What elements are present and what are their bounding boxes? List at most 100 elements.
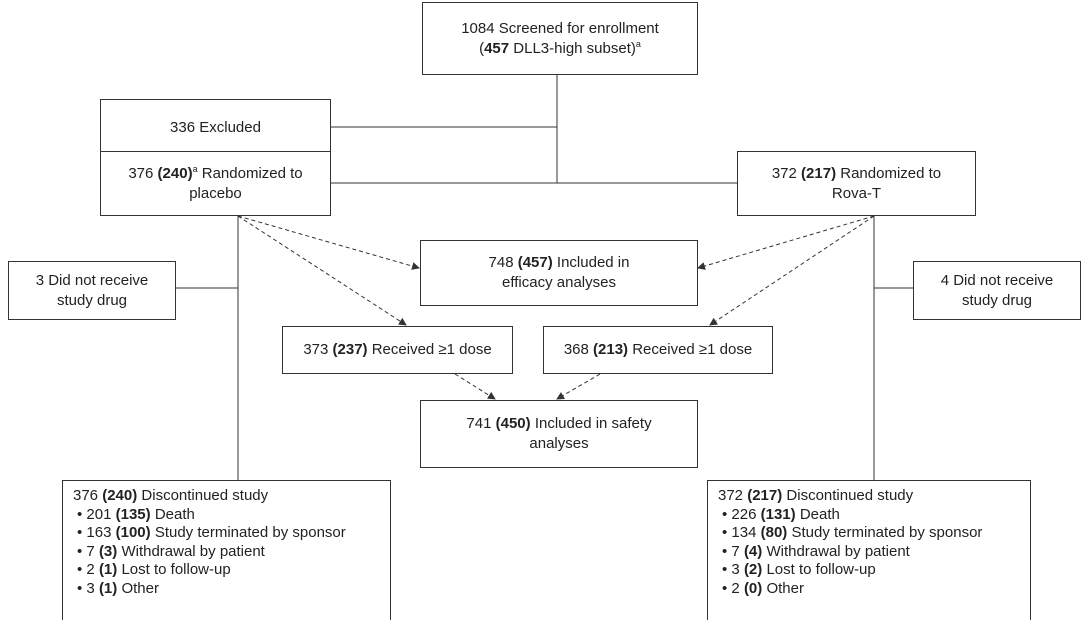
placebo-box: 376 (240)a Randomized to placebo	[100, 151, 331, 216]
box-text: Death	[150, 505, 195, 523]
box-text: • 3	[77, 579, 99, 597]
box-text: • 2	[722, 579, 744, 597]
box-text-bold: (0)	[743, 579, 763, 597]
box-text: 376	[73, 487, 103, 504]
no-drug-placebo-box: 3 Did not receive study drug	[8, 261, 176, 320]
box-text: 4 Did not receive	[940, 271, 1054, 289]
dose-placebo-box: 373 (237) Received ≥1 dose	[282, 326, 513, 374]
box-text-bold: (217)	[747, 487, 783, 504]
discontinued-rova-box: 372 (217) Discontinued study • 226 (131) …	[707, 480, 1031, 620]
dashed-arrow	[454, 373, 496, 400]
list-item: • 7 (3) Withdrawal by patient	[73, 543, 265, 562]
box-text: 1084 Screened for enrollment	[461, 19, 659, 37]
list-item: • 163 (100) Study terminated by sponsor	[73, 524, 346, 543]
box-text-bold: (240)	[102, 487, 138, 504]
box-text: Discontinued study	[137, 487, 269, 504]
box-text: (	[479, 39, 485, 57]
box-text: Other	[762, 579, 804, 597]
box-text-bold: (457)	[517, 254, 553, 271]
box-text: Study terminated by sponsor	[787, 524, 983, 541]
box-text: • 163	[77, 524, 116, 541]
dashed-arrow	[697, 215, 875, 270]
excluded-box: 336 Excluded	[100, 99, 331, 156]
screened-box: 1084 Screened for enrollment (457 DLL3-h…	[422, 2, 698, 75]
box-text: 372	[771, 164, 802, 182]
box-text: placebo	[189, 184, 242, 202]
box-text-bold: (4)	[743, 542, 763, 560]
box-text: Randomized to	[836, 164, 942, 182]
box-text: 368	[563, 341, 594, 358]
box-text: 372	[718, 487, 748, 504]
list-item: • 3 (1) Other	[73, 580, 159, 599]
no-drug-rova-box: 4 Did not receive study drug	[913, 261, 1081, 320]
box-text: Lost to follow-up	[117, 561, 231, 578]
box-text-bold: (237)	[332, 341, 368, 358]
discontinued-placebo-box: 376 (240) Discontinued study • 201 (135) …	[62, 480, 391, 620]
box-text: • 7	[722, 542, 744, 560]
list-item: • 2 (1) Lost to follow-up	[73, 561, 231, 580]
box-text-bold: (3)	[98, 542, 118, 560]
box-text: study drug	[961, 291, 1033, 309]
box-text-bold: (450)	[495, 415, 531, 432]
list-item: • 3 (2) Lost to follow-up	[718, 561, 876, 580]
box-text: 336 Excluded	[170, 118, 261, 136]
box-text: Death	[795, 505, 840, 523]
box-text-bold: (1)	[98, 561, 118, 578]
box-text-bold: (217)	[801, 164, 837, 182]
box-text-bold: (131)	[760, 505, 796, 523]
box-text: • 3	[722, 561, 744, 578]
box-text: Study terminated by sponsor	[150, 524, 346, 541]
box-text-bold: (2)	[743, 561, 763, 578]
efficacy-box: 748 (457) Included in efficacy analyses	[420, 240, 698, 306]
dashed-arrow	[237, 215, 420, 270]
box-text: • 134	[722, 524, 761, 541]
box-text-bold: (100)	[115, 524, 151, 541]
box-text: Withdrawal by patient	[117, 542, 265, 560]
box-text-bold: (135)	[115, 505, 151, 523]
dashed-arrow	[237, 215, 407, 326]
box-text: 3 Did not receive	[35, 271, 149, 289]
rova-box: 372 (217) Randomized to Rova-T	[737, 151, 976, 216]
box-text: • 201	[77, 505, 116, 523]
box-text: 741	[466, 415, 496, 432]
box-text-bold: (240)	[157, 164, 193, 182]
box-text: Other	[117, 579, 159, 597]
list-header: 376 (240) Discontinued study	[73, 487, 268, 506]
safety-box: 741 (450) Included in safety analyses	[420, 400, 698, 468]
box-text: • 7	[77, 542, 99, 560]
list-item: • 201 (135) Death	[73, 506, 195, 525]
box-text-bold: (213)	[593, 341, 629, 358]
box-text: 373	[303, 341, 333, 358]
box-text: • 2	[77, 561, 99, 578]
box-text: Received ≥1 dose	[628, 341, 753, 358]
dose-rova-box: 368 (213) Received ≥1 dose	[543, 326, 773, 374]
box-text: 376	[128, 164, 158, 182]
list-item: • 7 (4) Withdrawal by patient	[718, 543, 910, 562]
box-text: Rova-T	[831, 184, 882, 202]
box-text: Randomized to	[197, 164, 303, 182]
box-text: • 226	[722, 505, 761, 523]
box-text: DLL3-high subset)	[509, 39, 636, 57]
box-text: study drug	[56, 291, 128, 309]
footnote-mark: a	[192, 163, 198, 174]
list-header: 372 (217) Discontinued study	[718, 487, 913, 506]
box-text: analyses	[529, 435, 589, 452]
list-item: • 2 (0) Other	[718, 580, 804, 599]
box-text: Lost to follow-up	[762, 561, 876, 578]
box-text-bold: (1)	[98, 579, 118, 597]
list-item: • 134 (80) Study terminated by sponsor	[718, 524, 982, 543]
box-text: 748	[488, 254, 518, 271]
box-text: Included in safety	[530, 415, 652, 432]
box-text: Withdrawal by patient	[762, 542, 910, 560]
dashed-arrow	[709, 215, 875, 326]
list-item: • 226 (131) Death	[718, 506, 840, 525]
box-text-bold: 457	[484, 39, 510, 57]
box-text: Discontinued study	[782, 487, 914, 504]
box-text: Received ≥1 dose	[367, 341, 492, 358]
box-text: Included in	[552, 254, 630, 271]
dashed-arrow	[556, 373, 601, 400]
box-text-bold: (80)	[760, 524, 788, 541]
box-text: efficacy analyses	[502, 274, 616, 291]
